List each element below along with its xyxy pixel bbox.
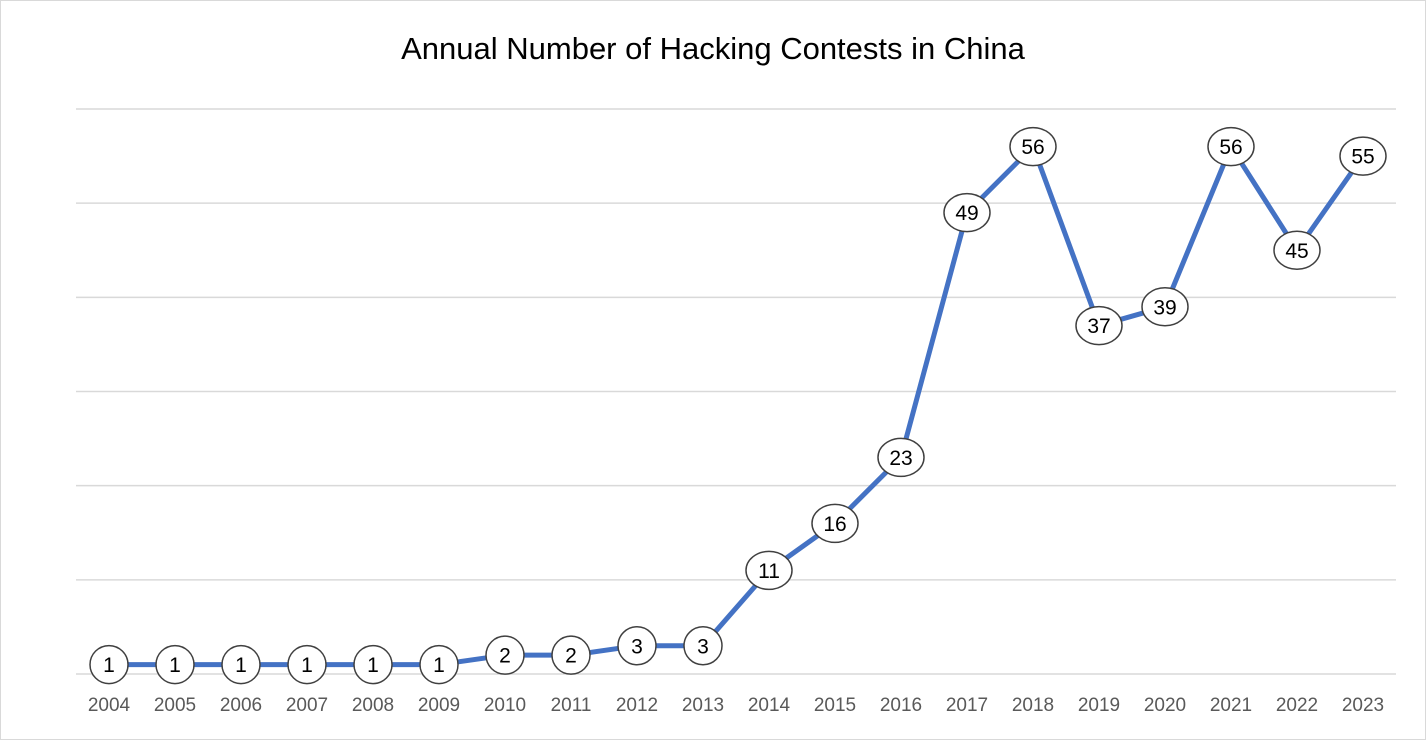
- data-label-value: 11: [758, 560, 780, 583]
- data-label-value: 1: [235, 654, 247, 677]
- data-label: 3: [683, 626, 723, 666]
- x-tick-label: 2006: [220, 695, 262, 716]
- data-label-bubble: [1339, 136, 1387, 176]
- data-label-bubble: [287, 644, 327, 685]
- data-label-value: 1: [301, 654, 313, 677]
- data-label-bubble: [943, 192, 991, 233]
- data-label-value: 2: [499, 645, 511, 668]
- x-tick-label: 2007: [286, 695, 328, 716]
- data-label: 1: [287, 644, 327, 685]
- data-label-value: 49: [955, 202, 978, 225]
- x-tick-label: 2017: [946, 695, 988, 716]
- data-label: 56: [1009, 126, 1057, 167]
- data-label-bubble: [1141, 287, 1189, 327]
- data-label-value: 3: [697, 635, 709, 658]
- data-label-bubble: [1009, 126, 1057, 167]
- x-tick-label: 2004: [88, 695, 131, 716]
- data-label-bubble: [419, 644, 459, 685]
- x-tick-label: 2019: [1078, 695, 1120, 716]
- x-axis-tick-labels: 2004 2005 2006 2007 2008 2009 2010 2011 2012 2013…: [88, 695, 1384, 716]
- data-label-bubble: [877, 437, 925, 478]
- data-label-value: 1: [433, 654, 445, 677]
- data-label-value: 45: [1285, 240, 1308, 263]
- chart-title: Annual Number of Hacking Contests in Chi…: [401, 31, 1026, 66]
- data-label: 45: [1273, 230, 1321, 270]
- series-line: [106, 144, 1366, 668]
- data-label-bubble: [617, 626, 657, 666]
- data-label: 49: [943, 192, 991, 233]
- x-tick-label: 2005: [154, 695, 196, 716]
- data-label-bubble: [155, 644, 195, 685]
- gridlines: [76, 108, 1396, 675]
- data-label-bubble: [745, 550, 793, 591]
- data-label-value: 2: [565, 645, 577, 668]
- data-label-bubble: [221, 644, 261, 685]
- data-label-value: 55: [1351, 146, 1374, 169]
- x-tick-label: 2008: [352, 695, 394, 716]
- data-label-bubble: [811, 503, 859, 544]
- x-tick-label: 2009: [418, 695, 460, 716]
- data-label: 2: [485, 635, 525, 675]
- data-label-bubble: [551, 635, 591, 675]
- data-label: 55: [1339, 136, 1387, 176]
- data-label: 1: [221, 644, 261, 685]
- data-label: 23: [877, 437, 925, 478]
- data-label-value: 1: [103, 654, 115, 677]
- x-tick-label: 2013: [682, 695, 724, 716]
- data-label-bubble: [1075, 305, 1123, 346]
- data-label-value: 1: [367, 654, 379, 677]
- x-tick-label: 2012: [616, 695, 658, 716]
- data-label-bubble: [485, 635, 525, 675]
- data-label: 1: [353, 644, 393, 685]
- data-label-bubble: [1273, 230, 1321, 270]
- data-label: 2: [551, 635, 591, 675]
- data-label: 11: [745, 550, 793, 591]
- x-tick-label: 2020: [1144, 695, 1186, 716]
- data-label-value: 3: [631, 635, 643, 658]
- data-label-bubble: [89, 644, 129, 685]
- data-label: 39: [1141, 287, 1189, 327]
- x-tick-label: 2014: [748, 695, 791, 716]
- data-label-value: 56: [1219, 136, 1242, 159]
- data-label-value: 16: [823, 513, 846, 536]
- data-label-bubble: [1207, 126, 1255, 167]
- x-tick-label: 2018: [1012, 695, 1054, 716]
- x-tick-label: 2022: [1276, 695, 1318, 716]
- data-label-value: 23: [889, 447, 912, 470]
- series-lines: [106, 144, 1366, 668]
- data-label: 3: [617, 626, 657, 666]
- x-tick-label: 2021: [1210, 695, 1252, 716]
- x-tick-label: 2016: [880, 695, 922, 716]
- x-tick-label: 2015: [814, 695, 856, 716]
- data-label-value: 1: [169, 654, 181, 677]
- x-tick-label: 2010: [484, 695, 526, 716]
- data-label: 1: [89, 644, 129, 685]
- data-label-value: 39: [1153, 296, 1176, 319]
- data-label: 1: [419, 644, 459, 685]
- data-label: 1: [155, 644, 195, 685]
- x-tick-label: 2023: [1342, 695, 1384, 716]
- data-label-bubble: [683, 626, 723, 666]
- x-tick-label: 2011: [551, 695, 592, 716]
- data-label: 16: [811, 503, 859, 544]
- data-label-value: 37: [1087, 315, 1110, 338]
- data-label: 56: [1207, 126, 1255, 167]
- data-label-bubble: [353, 644, 393, 685]
- data-label-value: 56: [1021, 136, 1044, 159]
- data-label: 37: [1075, 305, 1123, 346]
